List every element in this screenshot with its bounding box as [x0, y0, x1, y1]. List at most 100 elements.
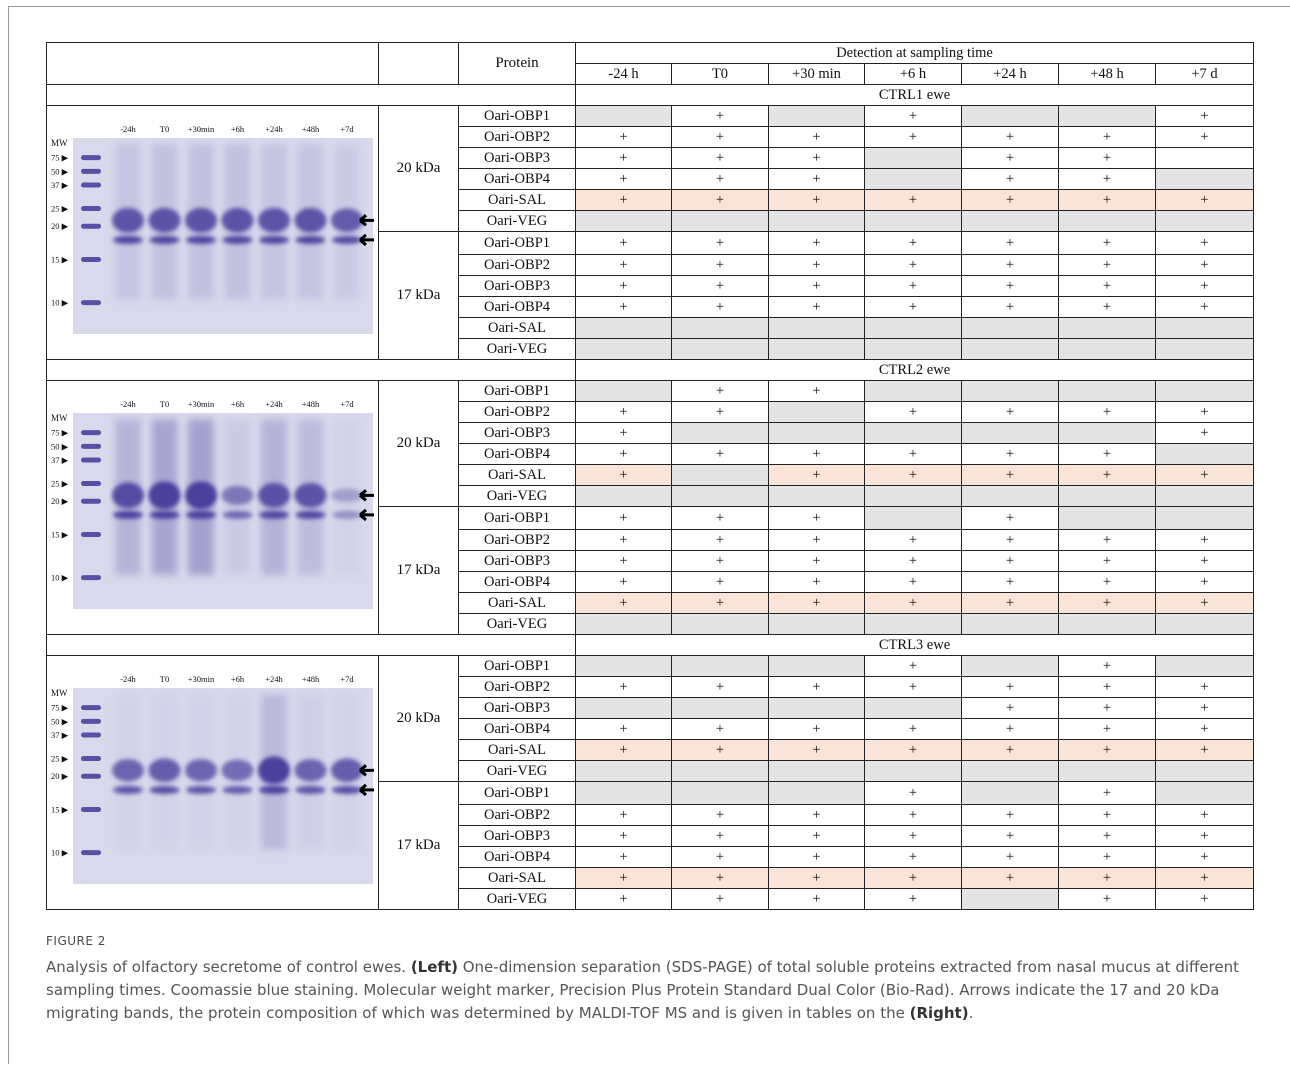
band-20kda — [221, 207, 254, 233]
protein-name: Oari-VEG — [458, 338, 576, 360]
marker-band — [81, 257, 101, 263]
detection-cell: + — [671, 888, 769, 910]
detection-cell — [768, 338, 865, 360]
detection-cell — [768, 760, 865, 782]
detection-cell: + — [1154, 275, 1255, 297]
detection-cell: + — [1058, 254, 1156, 276]
detection-cell — [961, 338, 1059, 360]
marker-band — [81, 850, 101, 856]
detection-cell — [1058, 338, 1156, 360]
band-17kda — [222, 235, 253, 244]
detection-cell — [1154, 443, 1255, 465]
lane-label: +7d — [340, 674, 354, 684]
detection-cell — [961, 317, 1059, 339]
detection-cell — [1058, 210, 1156, 232]
detection-cell — [864, 485, 962, 507]
detection-cell: + — [864, 464, 962, 486]
detection-cell: + — [961, 867, 1059, 889]
caption-prefix: Analysis of olfactory secretome of contr… — [46, 958, 411, 976]
detection-cell: + — [671, 168, 769, 190]
band-arrow — [359, 214, 374, 227]
band-17kda — [295, 785, 326, 794]
band-20kda — [112, 482, 144, 509]
marker-label: 10 ▶ — [51, 298, 69, 308]
detection-cell: + — [1154, 189, 1255, 211]
detection-cell: + — [1154, 105, 1255, 127]
figure-frame-left — [8, 6, 9, 1064]
detection-cell: + — [961, 697, 1059, 719]
marker-band — [81, 756, 101, 762]
detection-cell — [1058, 422, 1156, 444]
detection-cell: + — [575, 718, 672, 740]
band-label: 17 kDa — [378, 231, 459, 360]
detection-cell — [768, 401, 865, 423]
detection-cell: + — [864, 592, 962, 614]
protein-name: Oari-OBP4 — [458, 846, 576, 868]
detection-cell: + — [575, 739, 672, 761]
detection-cell: + — [1154, 846, 1255, 868]
detection-cell — [671, 317, 769, 339]
detection-cell: + — [864, 529, 962, 551]
detection-cell — [575, 781, 672, 805]
detection-cell — [864, 760, 962, 782]
detection-cell: + — [961, 571, 1059, 593]
header-protein: Protein — [458, 42, 576, 85]
detection-cell: + — [961, 401, 1059, 423]
detection-cell — [864, 697, 962, 719]
detection-cell: + — [575, 676, 672, 698]
band-17kda — [149, 510, 180, 519]
detection-cell — [671, 464, 769, 486]
detection-cell — [671, 760, 769, 782]
detection-cell: + — [768, 718, 865, 740]
detection-cell — [575, 338, 672, 360]
detection-cell — [768, 105, 865, 127]
band-17kda — [186, 510, 216, 519]
detection-cell — [1058, 380, 1156, 402]
protein-name: Oari-OBP2 — [458, 254, 576, 276]
marker-band — [81, 443, 101, 449]
detection-cell — [575, 105, 672, 127]
detection-cell — [961, 105, 1059, 127]
band-20kda — [148, 481, 181, 510]
detection-cell: + — [1154, 592, 1255, 614]
detection-cell — [671, 210, 769, 232]
detection-cell: + — [1058, 888, 1156, 910]
detection-cell — [671, 781, 769, 805]
detection-cell: + — [575, 592, 672, 614]
header-detection: Detection at sampling time — [574, 42, 1255, 64]
band-label: 17 kDa — [378, 506, 459, 635]
detection-cell: + — [864, 443, 962, 465]
detection-cell: + — [961, 443, 1059, 465]
detection-cell — [864, 338, 962, 360]
detection-cell: + — [575, 888, 672, 910]
detection-cell: + — [864, 296, 962, 318]
protein-name: Oari-VEG — [458, 485, 576, 507]
detection-cell: + — [1058, 401, 1156, 423]
detection-cell: + — [961, 739, 1059, 761]
band-17kda — [186, 785, 216, 794]
detection-cell — [1058, 613, 1156, 635]
detection-cell: + — [671, 739, 769, 761]
lane-label: +48h — [302, 399, 320, 409]
detection-cell: + — [864, 550, 962, 572]
gel-figure: MW 75 ▶ 50 ▶ 37 ▶ 25 ▶ 20 ▶ 15 ▶ 10 ▶ -24h T0 +30m… — [51, 674, 374, 884]
detection-cell: + — [671, 550, 769, 572]
detection-cell: + — [1058, 804, 1156, 826]
detection-cell: + — [1154, 550, 1255, 572]
detection-cell: + — [1058, 846, 1156, 868]
lane-label: -24h — [120, 124, 136, 134]
detection-cell: + — [768, 168, 865, 190]
detection-cell: + — [1154, 888, 1255, 910]
detection-cell — [1154, 485, 1255, 507]
detection-cell: + — [671, 443, 769, 465]
detection-cell — [961, 210, 1059, 232]
marker-band — [81, 430, 101, 436]
protein-name: Oari-OBP1 — [458, 380, 576, 402]
detection-cell: + — [671, 804, 769, 826]
protein-name: Oari-OBP4 — [458, 718, 576, 740]
detection-cell: + — [961, 231, 1059, 255]
detection-cell — [1058, 485, 1156, 507]
detection-cell — [1058, 506, 1156, 530]
section-spacer — [46, 359, 576, 381]
band-20kda — [294, 482, 327, 508]
